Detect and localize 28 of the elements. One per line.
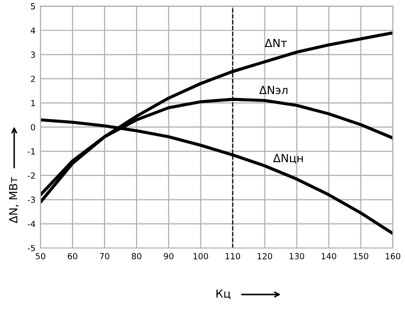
y-tick-label: 4 [30,27,36,34]
x-tick-label: 90 [164,253,174,260]
x-tick-label: 80 [132,253,142,260]
y-tick-label: 0 [30,124,36,130]
x-tick-label: 120 [258,253,272,260]
x-tick-label: 60 [68,253,78,260]
x-tick-label: 150 [354,253,368,260]
y-tick-label: 1 [31,100,35,106]
x-tick-label: 100 [194,253,208,260]
x-tick-label: 160 [386,253,400,260]
x-tick-label: 110 [226,253,240,260]
series-label: ΔNт [264,38,287,48]
x-axis-title: Кц [216,289,230,300]
y-tick-label: 5 [30,3,35,10]
x-tick-label: 140 [322,253,336,260]
y-tick-label: 3 [30,52,35,58]
y-tick-label: -4 [28,220,36,227]
x-tick-label: 50 [36,253,46,260]
y-axis-title: ΔN, МВт [9,177,19,224]
y-tick-label: -2 [28,172,35,179]
series-label: ΔNцн [273,154,303,164]
y-tick-label: -3 [28,196,35,203]
y-tick-label: 2 [30,76,35,82]
x-tick-label: 130 [290,253,304,260]
y-tick-label: -1 [28,148,35,154]
y-tick-label: -5 [28,245,35,252]
series-label: ΔNэл [259,86,288,94]
x-tick-label: 70 [100,253,110,260]
